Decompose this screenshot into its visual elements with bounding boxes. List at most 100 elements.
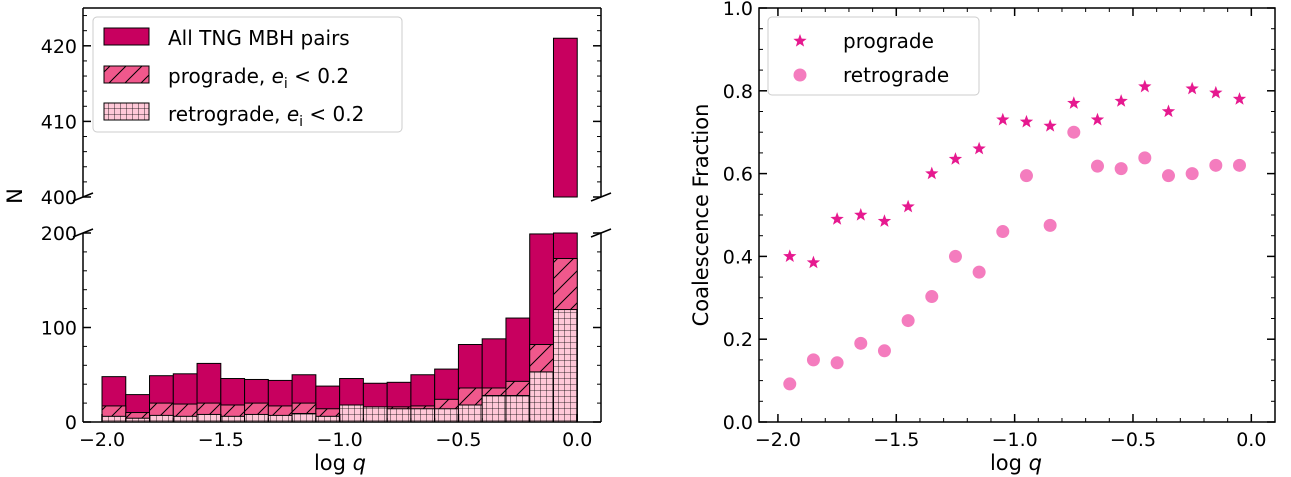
prograde-point-9: [996, 112, 1010, 126]
bar-hatch-2-7: [268, 415, 293, 422]
retrograde-point-4: [877, 344, 891, 358]
bar-hatch-2-6: [244, 414, 269, 422]
right-xtick-label-2: −1.0: [992, 429, 1038, 451]
retrograde-point-14: [1114, 162, 1128, 176]
prograde-point-7: [948, 152, 963, 165]
legend-label-prograde-scatter: prograde: [843, 29, 934, 53]
bar-hatch-2-9: [315, 416, 340, 422]
bar-hatch-2-4: [197, 414, 221, 422]
retrograde-point-8: [972, 265, 986, 279]
bar-hatch-2-3: [173, 416, 198, 422]
left-histogram-panel: −2.0 −1.5 −1.0 −0.5 0.0 0 100 200 400 410 420 log …: [3, 7, 612, 475]
x-label-q: q: [353, 451, 366, 475]
bar-hatch-2-13: [410, 408, 435, 422]
retrograde-point-11: [1043, 218, 1057, 232]
legend-marker-retrograde: [793, 68, 807, 82]
legend-label-retrograde-scatter: retrograde: [843, 63, 949, 87]
left-x-axis-label: log q: [314, 451, 366, 475]
retrograde-point-12: [1067, 125, 1081, 139]
legend-swatch-retrograde-hatch: [104, 103, 149, 120]
legend-retrograde-tail: < 0.2: [303, 102, 364, 126]
retrograde-point-13: [1090, 159, 1104, 173]
retrograde-point-1: [806, 353, 820, 367]
left-axes-frame: [72, 7, 612, 423]
prograde-point-11: [1043, 118, 1057, 132]
legend-prograde-e: e: [272, 64, 284, 88]
prograde-point-6: [925, 166, 939, 180]
legend-swatch-all: [103, 27, 150, 46]
left-ytick-label-upper-1: 410: [41, 111, 77, 133]
right-x-axis-label: log q: [990, 451, 1042, 475]
legend-retrograde-text: retrograde,: [168, 102, 287, 126]
legend-label-all: All TNG MBH pairs: [168, 26, 350, 50]
right-scatter-panel: −2.0 −1.5 −1.0 −0.5 0.0 0.0 0.2 0.4 0.6 0.8 1.0 lo…: [689, 0, 1276, 475]
right-xtick-label-1: −1.5: [873, 429, 919, 451]
retrograde-point-7: [948, 249, 962, 263]
bar-hatch-2-2: [149, 415, 174, 422]
bar-hatch-2-16: [482, 395, 506, 422]
retrograde-point-3: [854, 336, 868, 350]
prograde-point-4: [877, 214, 892, 227]
right-x-label-q: q: [1029, 451, 1042, 475]
bar-hatch-2-11: [363, 406, 388, 422]
bar-hatch-2-8: [292, 413, 316, 422]
right-ytick-label-2: 0.4: [723, 246, 753, 268]
retrograde-point-10: [1019, 169, 1033, 183]
left-xtick-label-1: −1.5: [198, 429, 244, 451]
left-ytick-label-upper-2: 420: [41, 36, 77, 58]
retrograde-point-9: [996, 225, 1010, 239]
bar-hatch-2-18: [529, 371, 554, 422]
left-xtick-label-0: −2.0: [79, 429, 125, 451]
left-ytick-label-lower-0: 0: [65, 412, 77, 434]
left-legend: All TNG MBH pairs prograde, ei < 0.2 ret…: [92, 16, 403, 133]
prograde-point-14: [1114, 94, 1128, 107]
right-ytick-label-1: 0.2: [723, 329, 753, 351]
bar-hatch-2-14: [434, 408, 459, 422]
left-xtick-label-3: −0.5: [435, 429, 481, 451]
retrograde-point-5: [901, 314, 915, 328]
legend-prograde-sub: i: [284, 76, 288, 92]
right-legend: prograde retrograde: [767, 16, 980, 96]
prograde-point-8: [972, 141, 986, 155]
right-xtick-label-0: −2.0: [755, 429, 801, 451]
legend-retrograde-e: e: [287, 102, 299, 126]
retrograde-point-2: [830, 356, 844, 370]
bar-hatch-2-12: [387, 408, 411, 422]
prograde-point-0: [783, 249, 797, 263]
bar-hatch-2-1: [125, 418, 150, 422]
retrograde-point-17: [1185, 167, 1199, 181]
legend-retrograde-sub: i: [299, 114, 303, 130]
right-xtick-label-4: 0.0: [1236, 429, 1266, 451]
prograde-point-16: [1161, 104, 1176, 118]
retrograde-point-0: [783, 377, 797, 391]
right-legend-frame: [767, 16, 980, 96]
bar-hatch-2-10: [339, 404, 364, 422]
prograde-point-12: [1067, 96, 1081, 109]
legend-label-prograde: prograde, ei < 0.2: [168, 64, 349, 92]
prograde-point-1: [806, 255, 821, 269]
left-xtick-label-4: 0.0: [562, 429, 592, 451]
x-label-log: log: [314, 451, 353, 475]
prograde-point-10: [1019, 114, 1034, 128]
left-y-axis-label: N: [3, 188, 27, 204]
bar-hatch-2-15: [458, 404, 483, 422]
left-ytick-label-lower-2: 200: [41, 223, 77, 245]
retrograde-point-18: [1209, 158, 1223, 172]
right-y-axis-label: Coalescence Fraction: [689, 104, 713, 327]
prograde-point-5: [901, 199, 915, 213]
left-ytick-label-lower-1: 100: [41, 318, 77, 340]
right-xtick-label-3: −0.5: [1110, 429, 1156, 451]
prograde-point-18: [1209, 85, 1223, 99]
legend-marker-prograde: [793, 34, 807, 47]
left-ticks: −2.0 −1.5 −1.0 −0.5 0.0 0 100 200 400 410 420: [41, 15, 601, 451]
prograde-point-17: [1185, 81, 1199, 95]
retrograde-point-19: [1232, 158, 1246, 172]
retrograde-point-16: [1161, 169, 1175, 183]
left-xtick-label-2: −1.0: [317, 429, 363, 451]
legend-label-retrograde: retrograde, ei < 0.2: [168, 102, 364, 130]
bar-hatch-2-5: [220, 416, 245, 422]
right-ytick-label-4: 0.8: [723, 81, 753, 103]
bar-hatch-2-0: [102, 416, 126, 422]
prograde-point-13: [1090, 112, 1105, 126]
prograde-point-15: [1138, 79, 1152, 93]
